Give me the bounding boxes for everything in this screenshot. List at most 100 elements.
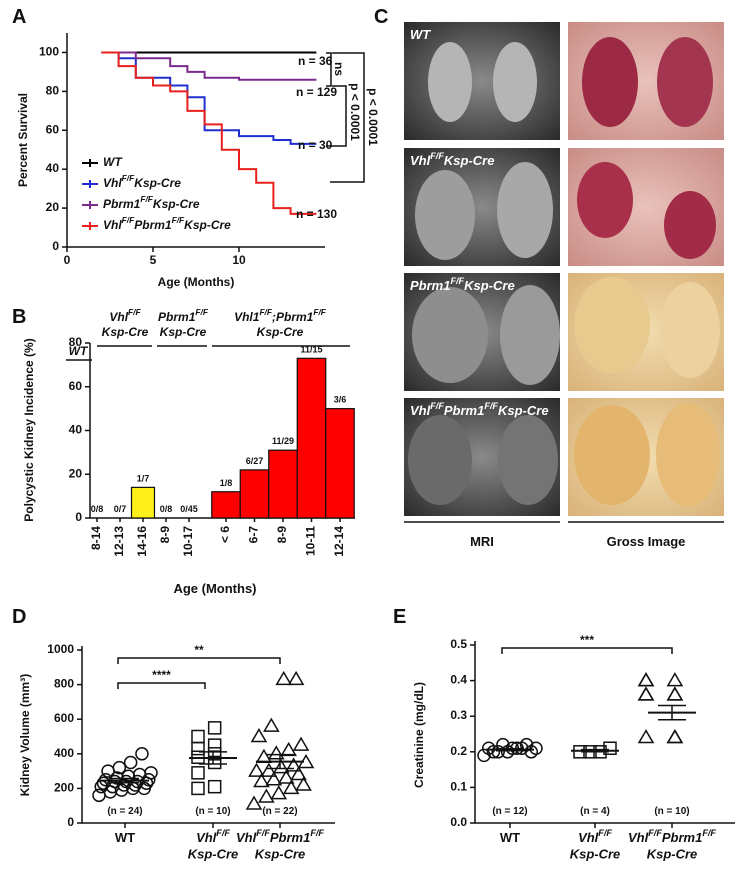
text-part: 0 [67,815,74,829]
x-tick-label: 8-9 [275,526,289,544]
y-tick-label: 400 [54,746,74,760]
x-tick-label: 12-13 [112,526,126,557]
text-part: 0/7 [114,504,127,514]
mri-kidney [498,415,558,505]
text-part: F/F [648,828,662,838]
bracket [326,85,347,147]
significance-bracket [501,647,673,654]
text-part: 60 [69,379,83,393]
text-part: p < 0.0001 [348,83,362,141]
gross-kidney [574,405,650,505]
text-part: 5 [150,253,157,267]
text-part: WT [500,830,520,845]
text-part: 10-17 [181,526,195,557]
legend-label: WT [103,155,123,169]
mri-kidney [408,415,472,505]
legend-label: Pbrm1F/FKsp-Cre [103,194,200,211]
panel-letter: A [12,6,26,28]
text-part: n = 130 [296,207,337,221]
point [135,747,149,761]
text-part: (n = 24) [107,806,142,817]
point [272,759,290,774]
x-tick-label: 14-16 [135,526,149,557]
point [666,672,684,687]
point [666,729,684,744]
point [637,686,655,701]
y-tick-label: 20 [46,200,60,214]
point [207,738,222,752]
y-axis-label: Kidney Volume (mm³) [18,674,32,796]
x-tick-label: WT [500,830,520,845]
row-label: VhlF/FPbrm1F/FKsp-Cre [410,401,549,418]
panel-letter: E [393,606,406,628]
point [637,672,655,687]
legend-label: VhlF/FKsp-Cre [103,173,181,190]
text-part: < 6 [218,526,232,543]
gross-kidney [664,191,716,259]
text-part: 0.0 [450,815,467,829]
point [270,785,288,800]
text-part: 0.4 [450,673,467,687]
text-part: WT [115,830,135,845]
y-axis-label: Creatinine (mg/dL) [412,682,426,788]
text-part: 20 [46,200,60,214]
error-bar [199,751,227,765]
text-part: F/F [310,828,324,838]
x-tick-label: WT [115,830,135,845]
y-tick-label: 600 [54,711,74,725]
text-part: 6-7 [247,526,261,544]
error-bar [581,748,609,753]
point [637,686,655,701]
text-part: 11/29 [272,437,294,447]
point [191,766,205,780]
text-part: 3/6 [334,395,347,405]
text-part: Vhl [236,830,257,845]
y-axis-label: Polycystic Kidney Incidence (%) [22,338,36,521]
text-part: Polycystic Kidney Incidence (%) [22,338,36,521]
text-part: 10 [232,253,246,267]
x-tick-label: VhlF/FPbrm1F/F Ksp-Cre [628,828,716,861]
significance-bracket [117,682,206,689]
error-bar [658,704,686,721]
axis [474,641,735,824]
point [519,737,534,752]
x-tick-label: 10-11 [304,526,318,556]
text-part: 400 [54,746,74,760]
annotation: n = 130 [296,207,337,221]
point [280,741,297,757]
y-tick-label: 40 [46,161,60,175]
annotation: p < 0.0001 [366,88,380,146]
text-part: 600 [54,711,74,725]
text-part: WT [69,344,89,358]
point [637,672,655,687]
point [92,788,106,803]
point [112,760,127,775]
text-part: Vhl [109,310,128,324]
point [285,757,302,772]
point [275,670,293,686]
text-part: Pbrm1 [103,197,141,211]
text-part: Vhl [196,830,217,845]
bar [325,408,355,519]
text-part: Vhl1 [234,310,260,324]
text-part: 12-13 [112,526,126,557]
point [666,729,684,744]
point [144,766,158,780]
y-tick-label: 0 [75,510,82,524]
text-part: Age (Months) [158,275,235,289]
y-tick-label: 0 [67,815,74,829]
x-axis-label: Age (Months) [173,581,256,596]
point [207,779,222,794]
y-tick-label: 0.4 [450,673,467,687]
group-label: VhlF/F Ksp-Cre [102,307,149,339]
gross-kidney [660,282,720,378]
point [255,748,273,764]
text-part: E [393,606,406,628]
text-part: 0 [75,510,82,524]
point [277,769,295,784]
x-tick-label: 5 [150,253,157,267]
text-part: Pbrm1 [662,830,702,845]
point [282,779,300,795]
gross-kidney [657,37,713,127]
